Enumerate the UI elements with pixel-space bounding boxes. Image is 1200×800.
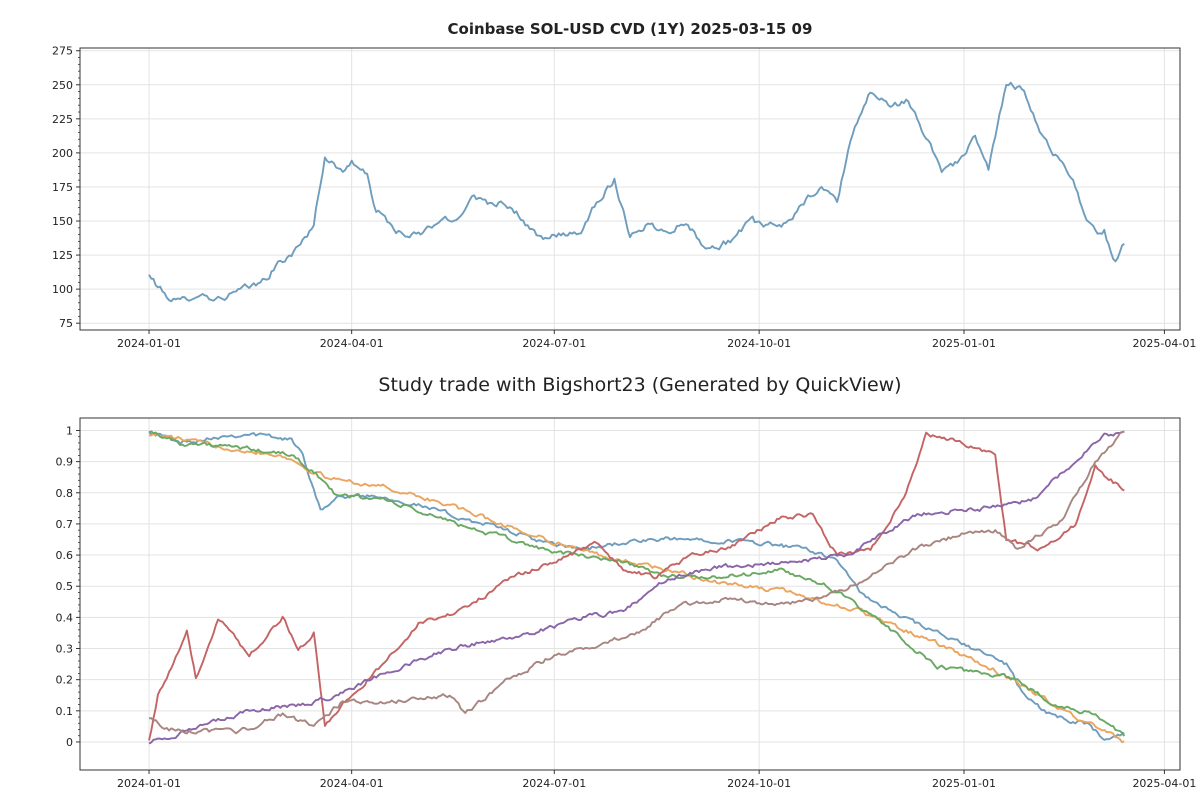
top-chart-title: Coinbase SOL-USD CVD (1Y) 2025-03-15 09: [448, 20, 813, 38]
series-line-1: [148, 431, 1125, 741]
bottom-chart-title: Study trade with Bigshort23 (Generated b…: [378, 374, 901, 396]
series-line-5: [148, 430, 1125, 745]
bottom-chart-grid: [80, 418, 1180, 770]
y-tick-label: 0.4: [56, 611, 74, 624]
x-tick-label: 2024-10-01: [727, 337, 791, 350]
bottom-chart-axes-frame: [79, 417, 1181, 771]
y-tick-label: 175: [52, 181, 73, 194]
y-tick-label: 0.5: [56, 580, 74, 593]
top-chart-axes-frame: [79, 47, 1181, 331]
x-tick-label: 2024-10-01: [727, 777, 791, 790]
series-line-1: [148, 81, 1125, 303]
x-tick-label: 2024-01-01: [117, 337, 181, 350]
series-line-6: [148, 430, 1125, 735]
y-tick-label: 0: [66, 736, 73, 749]
y-tick-label: 225: [52, 113, 73, 126]
y-tick-label: 0.7: [56, 518, 74, 531]
top-chart: Coinbase SOL-USD CVD (1Y) 2025-03-15 09 …: [52, 20, 1196, 350]
y-tick-label: 75: [59, 317, 73, 330]
y-tick-label: 200: [52, 147, 73, 160]
series-line-2: [148, 432, 1125, 744]
y-tick-label: 0.1: [56, 705, 74, 718]
x-tick-label: 2024-07-01: [522, 337, 586, 350]
y-tick-label: 0.8: [56, 487, 74, 500]
x-tick-label: 2024-04-01: [320, 777, 384, 790]
bottom-chart: Study trade with Bigshort23 (Generated b…: [56, 374, 1197, 790]
bottom-chart-ticks: 0 0.1 0.2 0.3 0.4 0.5 0.6 0.7 0.8 0.9 1 2024-01-01 2…: [56, 424, 1197, 790]
x-tick-label: 2024-04-01: [320, 337, 384, 350]
y-tick-label: 0.9: [56, 456, 74, 469]
x-tick-label: 2024-07-01: [522, 777, 586, 790]
series-line-3: [148, 430, 1126, 737]
y-tick-label: 0.6: [56, 549, 74, 562]
top-chart-grid: [80, 48, 1180, 330]
x-tick-label: 2025-01-01: [932, 337, 996, 350]
y-tick-label: 250: [52, 79, 73, 92]
y-tick-label: 0.3: [56, 643, 74, 656]
y-tick-label: 0.2: [56, 674, 74, 687]
y-tick-label: 125: [52, 249, 73, 262]
bottom-chart-lines: [148, 430, 1126, 745]
y-tick-label: 275: [52, 45, 73, 58]
x-tick-label: 2025-04-01: [1132, 337, 1196, 350]
x-tick-label: 2025-04-01: [1132, 777, 1196, 790]
x-tick-label: 2024-01-01: [117, 777, 181, 790]
top-chart-lines: [148, 81, 1125, 303]
x-tick-label: 2025-01-01: [932, 777, 996, 790]
y-tick-label: 100: [52, 283, 73, 296]
series-line-4: [148, 431, 1125, 741]
top-chart-ticks: 75 100 125 150 175 200 225 250 275 2024-01-01 2024…: [52, 45, 1196, 350]
y-tick-label: 1: [66, 424, 73, 437]
y-tick-label: 150: [52, 215, 73, 228]
